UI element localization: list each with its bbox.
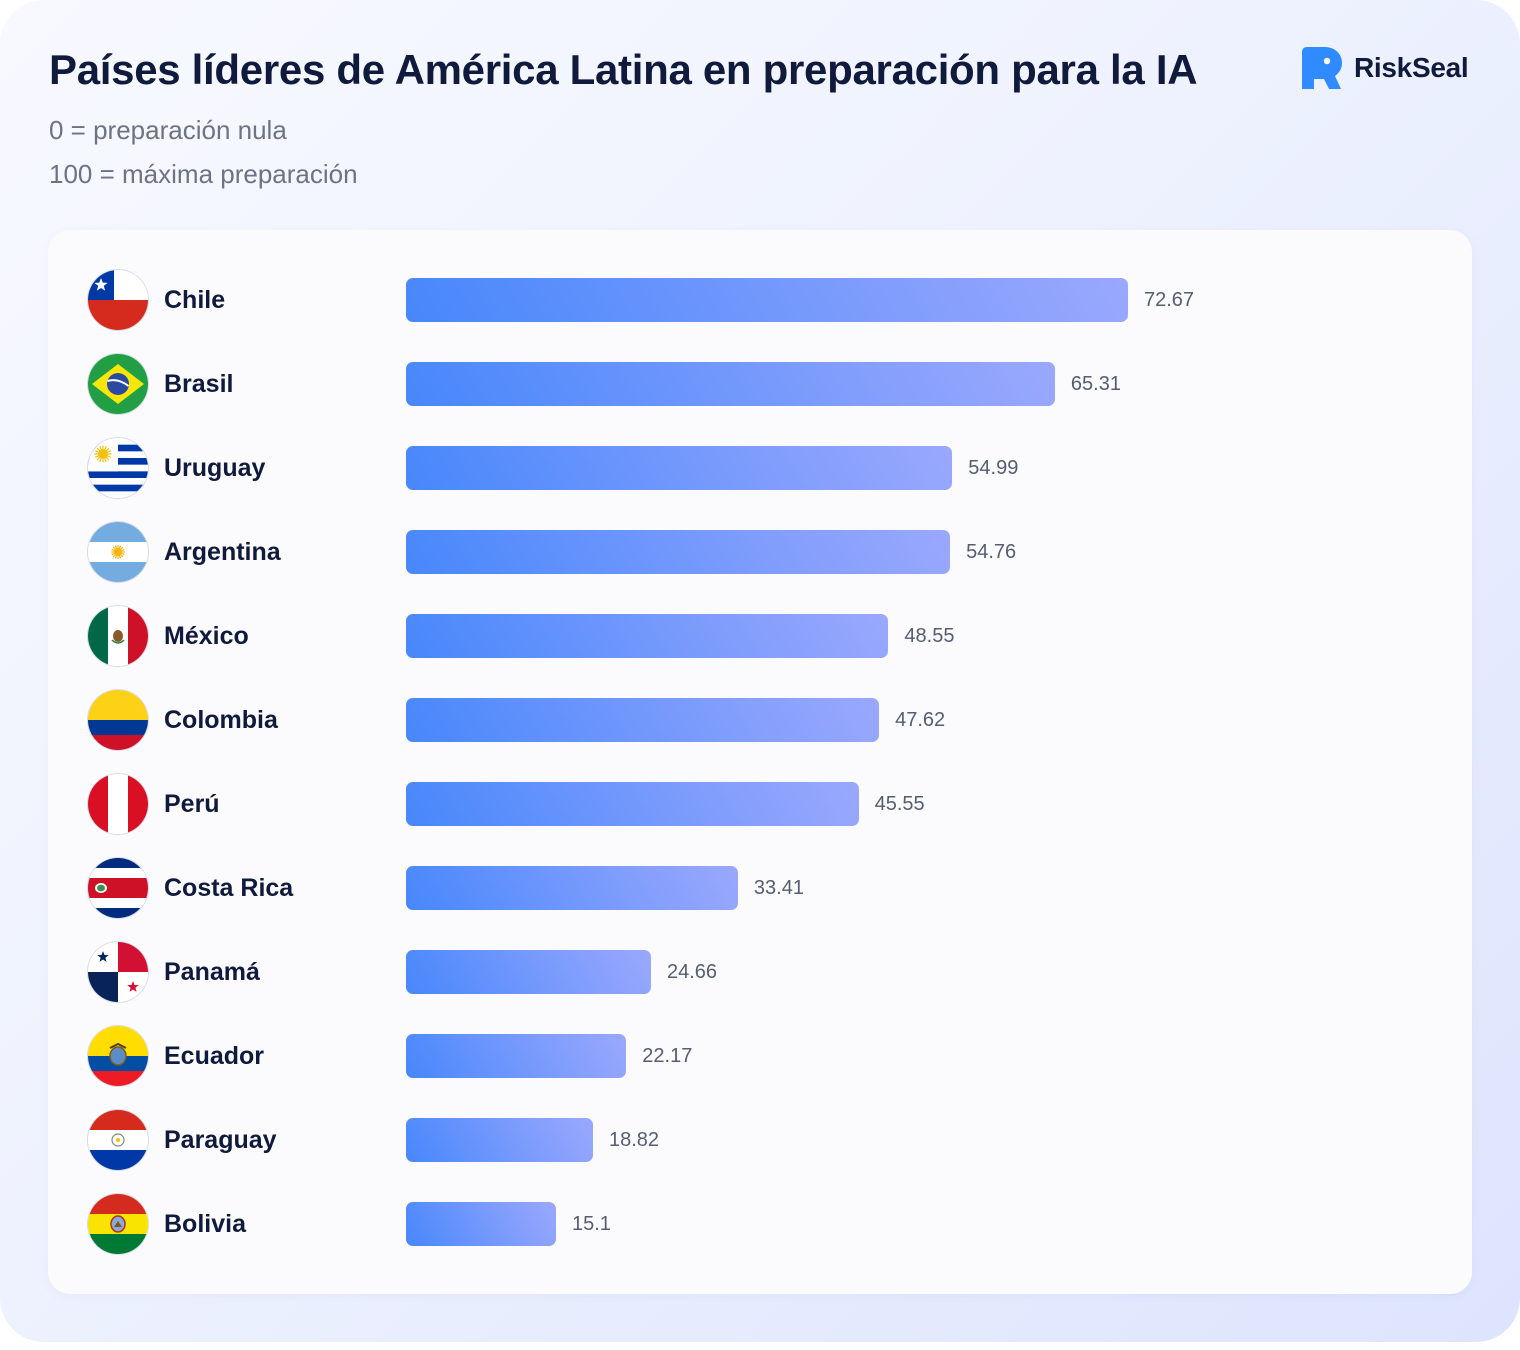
flag-ecuador-icon — [88, 1026, 148, 1086]
bar-row-argentina: Argentina 54.76 — [48, 520, 1472, 584]
category-label: Paraguay — [164, 1126, 277, 1154]
category-label: Colombia — [164, 706, 278, 734]
value-label: 54.76 — [966, 541, 1017, 563]
bar-row-colombia: Colombia 47.62 — [48, 688, 1472, 752]
value-label: 22.17 — [642, 1045, 693, 1067]
bar-row-ecuador: Ecuador 22.17 — [48, 1024, 1472, 1088]
bar-row-peru: Perú 45.55 — [48, 772, 1472, 836]
value-label: 54.99 — [968, 457, 1019, 479]
value-label: 24.66 — [667, 961, 718, 983]
chart-card: Chile 72.67 Brasil 65.31 Uruguay 54.99 Argenti… — [48, 230, 1472, 1294]
riskseal-logo-icon — [1302, 47, 1342, 89]
chart-subtitle-min: 0 = preparación nula — [49, 115, 287, 145]
flag-chile-icon — [88, 270, 148, 330]
bar-costa-rica — [406, 866, 738, 910]
chart-subtitle-max: 100 = máxima preparación — [49, 159, 358, 189]
bar-colombia — [406, 698, 880, 742]
value-label: 72.67 — [1144, 289, 1195, 311]
category-label: Panamá — [164, 958, 260, 986]
bar-ecuador — [406, 1034, 627, 1078]
bar-peru — [406, 782, 859, 826]
bar-panama — [406, 950, 651, 994]
flag-bolivia-icon — [88, 1194, 148, 1254]
value-label: 47.62 — [895, 709, 946, 731]
brand-name: RiskSeal — [1354, 52, 1469, 83]
flag-uruguay-icon — [88, 438, 148, 498]
flag-panama-icon — [88, 942, 148, 1002]
value-label: 65.31 — [1070, 373, 1121, 395]
category-label: Costa Rica — [164, 874, 294, 902]
bar-row-mexico: México 48.55 — [48, 604, 1472, 668]
bar-row-uruguay: Uruguay 54.99 — [48, 436, 1472, 500]
category-label: Perú — [164, 790, 220, 818]
category-label: Chile — [164, 286, 226, 314]
category-label: Argentina — [164, 538, 281, 566]
category-label: Ecuador — [164, 1042, 265, 1070]
category-label: Bolivia — [164, 1210, 246, 1238]
bar-chile — [406, 278, 1128, 322]
flag-brazil-icon — [88, 354, 148, 414]
flag-peru-icon — [88, 774, 148, 834]
bar-row-brasil: Brasil 65.31 — [48, 352, 1472, 416]
bar-brasil — [406, 362, 1055, 406]
value-label: 48.55 — [904, 625, 955, 647]
flag-paraguay-icon — [88, 1110, 148, 1170]
riskseal-logo: RiskSeal — [1302, 46, 1469, 90]
bar-bolivia — [406, 1202, 556, 1246]
bar-row-paraguay: Paraguay 18.82 — [48, 1108, 1472, 1172]
value-label: 15.1 — [572, 1213, 611, 1235]
flag-colombia-icon — [88, 690, 148, 750]
bar-uruguay — [406, 446, 953, 490]
bar-row-chile: Chile 72.67 — [48, 268, 1472, 332]
bar-row-panama: Panamá 24.66 — [48, 940, 1472, 1004]
flag-argentina-icon — [88, 522, 148, 582]
category-label: Uruguay — [164, 454, 266, 482]
category-label: México — [164, 622, 249, 650]
value-label: 18.82 — [609, 1129, 660, 1151]
flag-costa-rica-icon — [88, 858, 148, 918]
bar-row-bolivia: Bolivia 15.1 — [48, 1192, 1472, 1256]
bar-paraguay — [406, 1118, 593, 1162]
flag-mexico-icon — [88, 606, 148, 666]
value-label: 45.55 — [874, 793, 925, 815]
bar-row-costa-rica: Costa Rica 33.41 — [48, 856, 1472, 920]
bar-argentina — [406, 530, 951, 574]
value-label: 33.41 — [753, 877, 804, 899]
chart-title: Países líderes de América Latina en prep… — [49, 46, 1198, 93]
category-label: Brasil — [164, 370, 234, 398]
bar-mexico — [406, 614, 889, 658]
